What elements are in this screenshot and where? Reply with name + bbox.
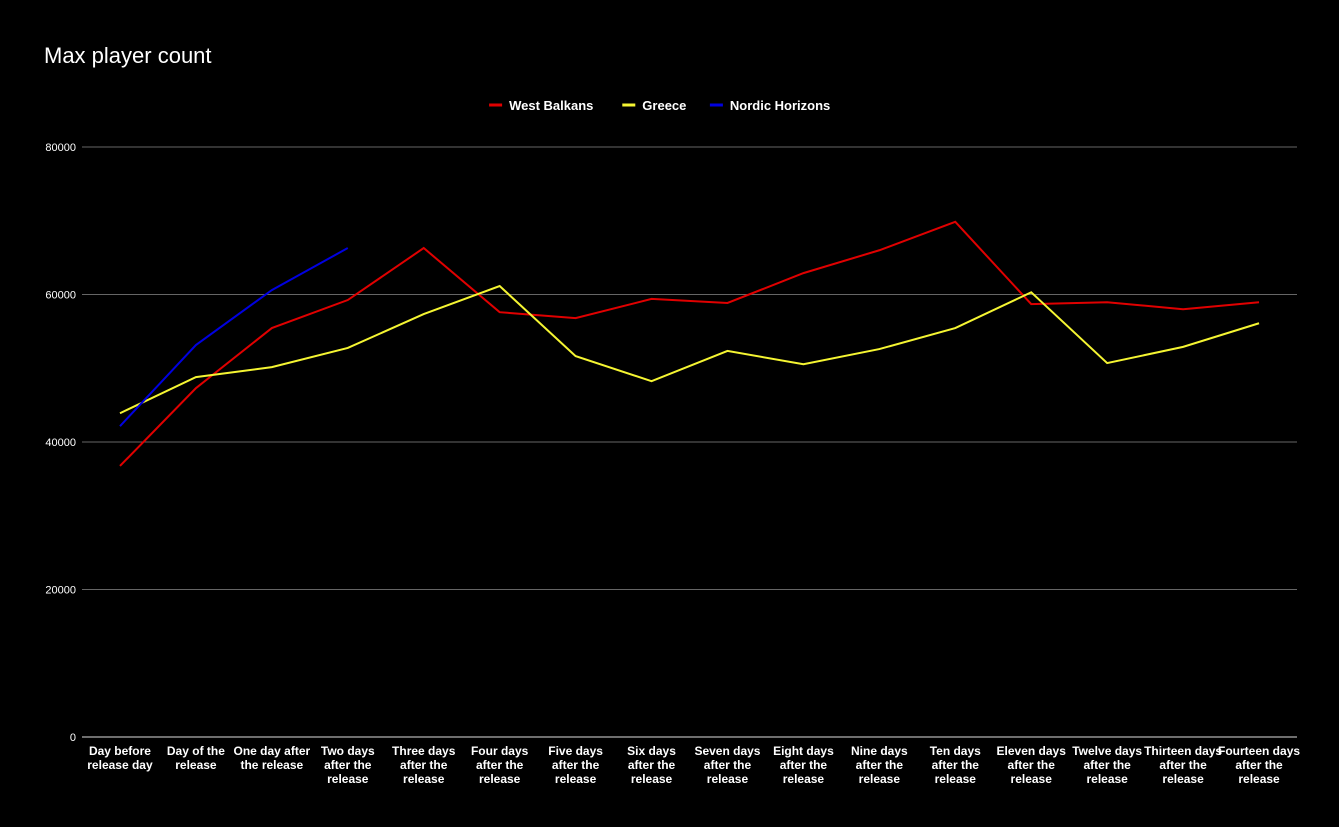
x-tick-label: Four days after the release [471,744,529,786]
x-tick-label: Seven days after the release [694,744,760,786]
x-tick-label: Six days after the release [627,744,676,786]
x-tick-label: Fourteen days after the release [1218,744,1300,786]
x-tick-label: Five days after the release [548,744,603,786]
y-tick-label: 40000 [45,437,76,449]
legend-label: Nordic Horizons [730,98,830,113]
series-line [119,284,1260,415]
x-tick-label: Day of the release [167,744,225,772]
x-tick-label: Thirteen days after the release [1144,744,1222,786]
x-tick-label: Day before release day [87,744,153,772]
x-tick-label: Ten days after the release [930,744,981,786]
x-tick-label: Nine days after the release [851,744,908,786]
x-tick-label: Twelve days after the release [1072,744,1142,786]
x-tick-label: One day after the release [233,744,310,772]
legend-label: West Balkans [509,98,593,113]
y-tick-label: 20000 [45,585,76,597]
y-tick-label: 60000 [45,290,76,302]
x-tick-label: Eight days after the release [773,744,834,786]
y-tick-label: 0 [70,732,76,744]
y-tick-label: 80000 [45,142,76,154]
chart-title: Max player count [44,43,212,68]
x-tick-label: Two days after the release [321,744,375,786]
series-line [119,220,1260,467]
x-tick-label: Three days after the release [392,744,456,786]
legend-label: Greece [642,98,686,113]
x-tick-label: Eleven days after the release [997,744,1067,786]
series-line [119,247,349,427]
